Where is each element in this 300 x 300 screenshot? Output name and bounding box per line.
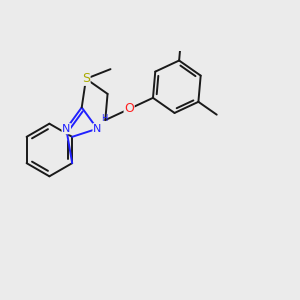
Text: S: S	[82, 72, 90, 85]
Text: O: O	[124, 103, 134, 116]
Text: N: N	[93, 124, 101, 134]
Text: N: N	[62, 124, 70, 134]
Text: H: H	[101, 114, 107, 123]
